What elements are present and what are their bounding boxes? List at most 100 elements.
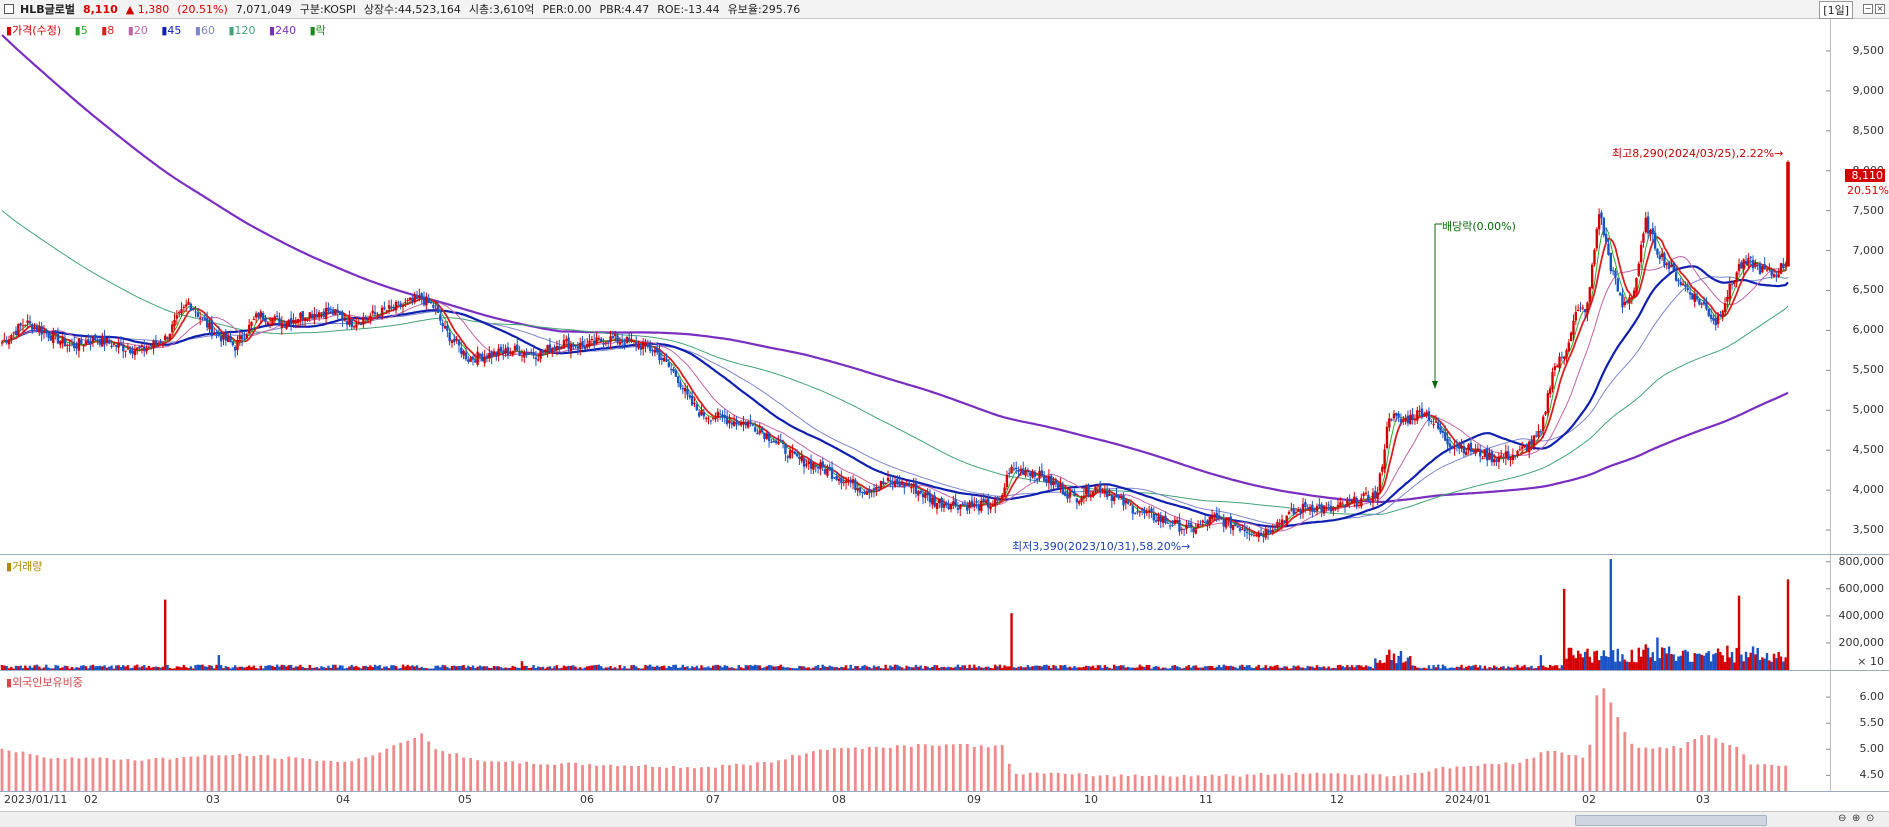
- volume-bar: [849, 664, 852, 670]
- volume-bar: [931, 666, 934, 670]
- scroll-bar[interactable]: ⊖ ⊕ ⊙: [0, 811, 1889, 827]
- volume-bar: [474, 667, 477, 670]
- candle: [150, 344, 153, 347]
- volume-bar: [604, 667, 608, 670]
- volume-bar: [525, 665, 528, 670]
- candle: [133, 350, 137, 356]
- volume-bar: [68, 668, 71, 670]
- volume-pane[interactable]: ▮거래량: [0, 555, 1830, 670]
- volume-bar: [119, 667, 123, 670]
- candle: [1698, 299, 1701, 305]
- foreign-bar: [1126, 776, 1130, 791]
- candle: [742, 421, 745, 425]
- foreign-bar: [301, 758, 305, 791]
- volume-bar: [963, 665, 967, 670]
- volume-bar: [1287, 668, 1291, 670]
- ma60-line: [1, 276, 1789, 526]
- volume-bar: [728, 667, 731, 670]
- candle: [38, 327, 41, 333]
- candle: [966, 504, 969, 511]
- period-selector[interactable]: [1일]: [1819, 1, 1853, 19]
- volume-bar: [1602, 650, 1606, 670]
- candle: [1635, 277, 1638, 293]
- market-cap: 시총:3,610억: [468, 3, 535, 16]
- volume-bar: [991, 668, 995, 670]
- candle: [52, 331, 55, 344]
- scroll-thumb[interactable]: [1575, 815, 1767, 826]
- price-tick-label: 7,000: [1852, 243, 1885, 257]
- foreign-bar: [1714, 738, 1718, 791]
- foreign-pane[interactable]: ▮외국인보유비중: [0, 671, 1830, 791]
- volume-bar: [1250, 667, 1253, 670]
- price-pane[interactable]: ▮가격(수정) ▮5 ▮8 ▮20 ▮45 ▮60 ▮120 ▮240 ▮락 최…: [0, 19, 1830, 554]
- candle: [1094, 486, 1097, 492]
- volume-bar: [1728, 657, 1731, 670]
- dividend-arrow-head: [1432, 381, 1438, 389]
- volume-bar: [840, 666, 843, 670]
- candle: [954, 499, 957, 507]
- volume-bar: [84, 666, 88, 670]
- volume-bar: [700, 665, 703, 670]
- price-chart[interactable]: [0, 19, 1830, 554]
- candle: [1196, 524, 1200, 528]
- minimize-icon[interactable]: −: [1863, 4, 1873, 14]
- candle: [205, 318, 209, 328]
- candle: [1210, 516, 1214, 520]
- volume-bar: [1192, 665, 1195, 670]
- candle: [1269, 530, 1272, 533]
- last-candle: [1786, 161, 1790, 267]
- toggle-checkbox[interactable]: [4, 4, 14, 14]
- candle: [1192, 528, 1195, 533]
- foreign-chart[interactable]: [0, 671, 1830, 791]
- zoom-reset-icon[interactable]: ⊙: [1866, 813, 1875, 824]
- candle: [369, 315, 372, 319]
- foreign-bar: [1315, 772, 1319, 791]
- candle: [1220, 517, 1223, 520]
- candle: [1686, 287, 1689, 290]
- candle: [614, 334, 617, 337]
- volume-bar: [1313, 667, 1316, 670]
- volume-bar: [385, 666, 388, 670]
- volume-bar: [679, 667, 682, 670]
- candle: [539, 350, 542, 359]
- zoom-in-icon[interactable]: ⊕: [1852, 813, 1861, 824]
- volume-bar: [1534, 668, 1538, 670]
- candle: [704, 417, 708, 419]
- volume-bar: [805, 667, 808, 670]
- candle: [1234, 522, 1237, 526]
- candle: [1493, 459, 1496, 463]
- volume-bar: [331, 664, 335, 670]
- close-icon[interactable]: ×: [1875, 4, 1885, 14]
- volume-bar: [66, 665, 69, 670]
- candle: [928, 494, 932, 503]
- candle: [746, 421, 750, 428]
- candle: [527, 353, 531, 355]
- foreign-bar: [532, 763, 536, 791]
- candle: [1630, 297, 1633, 300]
- volume-bar: [196, 664, 200, 670]
- candle: [632, 340, 636, 342]
- volume-bar: [758, 665, 761, 670]
- volume-bar: [868, 666, 871, 670]
- volume-bar: [1532, 668, 1536, 670]
- candle: [1329, 505, 1333, 512]
- volume-chart[interactable]: [0, 555, 1830, 670]
- candle: [1740, 262, 1743, 269]
- stock-name[interactable]: HLB글로벌: [20, 3, 75, 16]
- candle: [716, 411, 719, 419]
- zoom-out-icon[interactable]: ⊖: [1838, 813, 1847, 824]
- foreign-bar: [1203, 775, 1207, 791]
- foreign-bar: [511, 761, 515, 791]
- volume-bar: [1217, 664, 1221, 670]
- volume-bar: [1245, 665, 1249, 670]
- volume-bar: [397, 668, 400, 670]
- candle: [1558, 356, 1561, 368]
- foreign-bar: [895, 745, 899, 791]
- volume-bar: [697, 668, 701, 670]
- volume-bar: [516, 667, 519, 670]
- volume-bar: [236, 667, 239, 670]
- volume-bar: [1590, 662, 1594, 670]
- volume-bar: [467, 665, 470, 670]
- volume-bar: [676, 667, 680, 670]
- volume-bar: [61, 667, 64, 670]
